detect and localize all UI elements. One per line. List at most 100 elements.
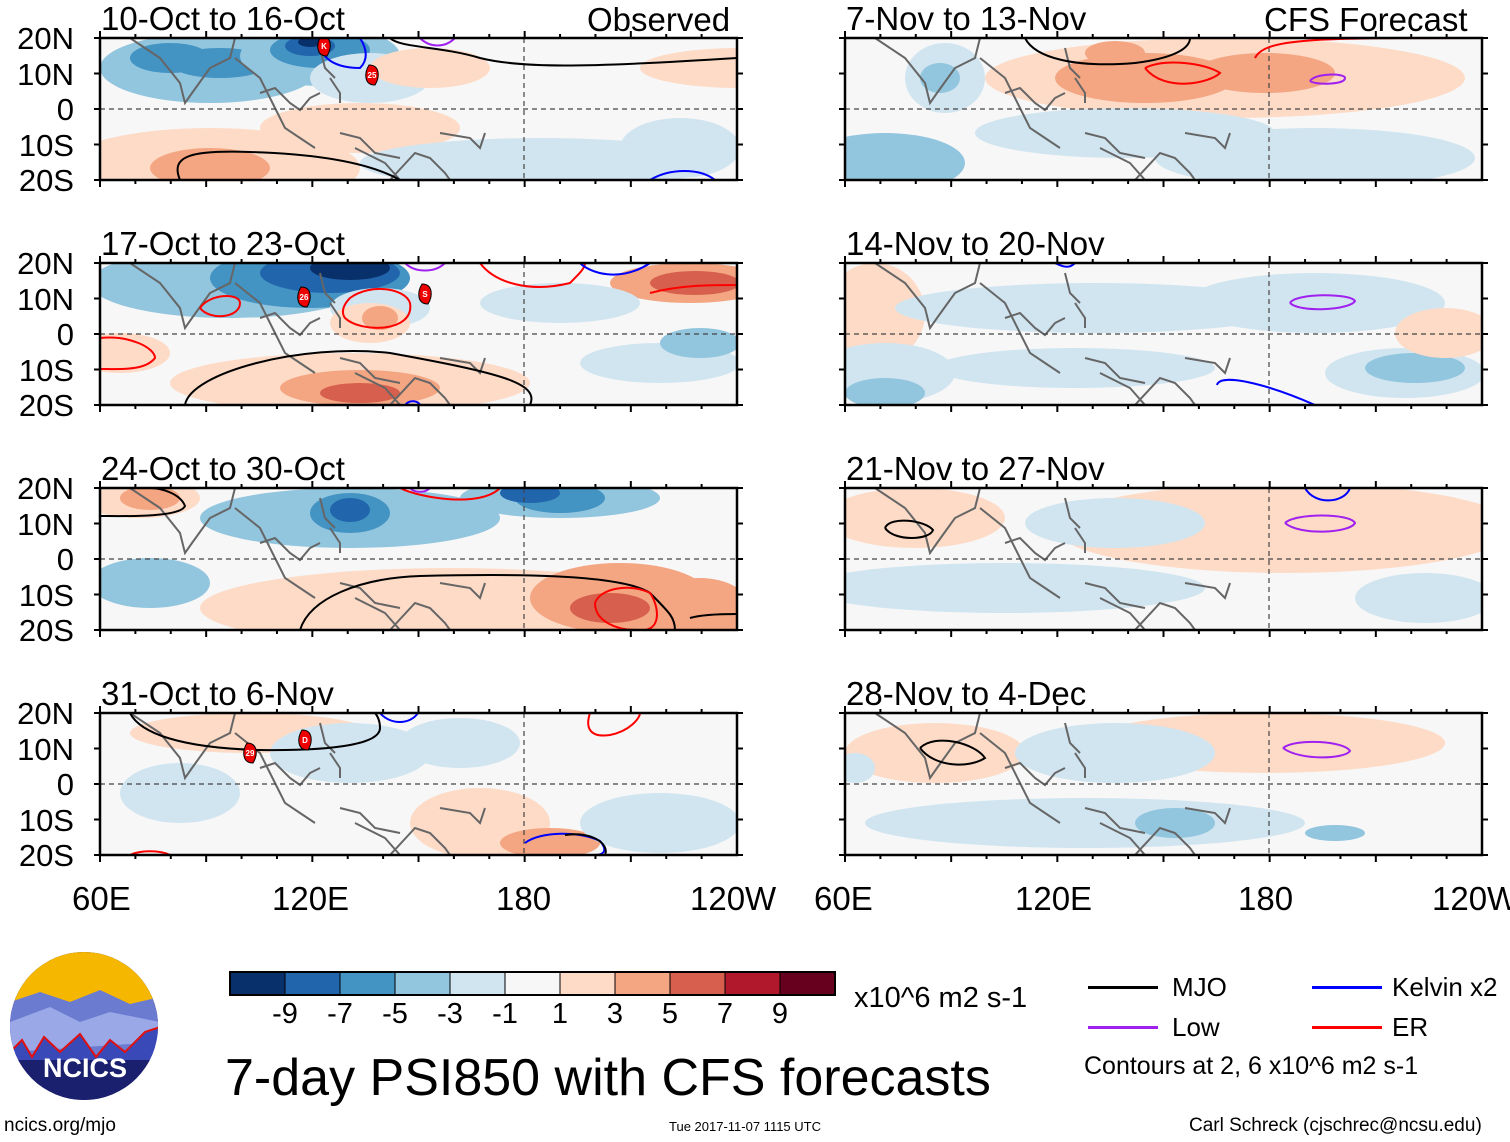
anomaly-shading [400,718,520,768]
anomaly-shading [865,798,1305,848]
contour-note: Contours at 2, 6 x10^6 m2 s-1 [1084,1052,1419,1080]
anomaly-shading [1195,53,1335,93]
legend-line-kelvin [1312,986,1382,989]
lat-label: 20S [18,838,74,873]
anomaly-shading [500,488,560,503]
tropical-cyclone-icon: 26 [297,286,311,308]
colorbar-swatch [339,971,396,996]
contour-line [100,336,157,371]
legend-label-mjo: MJO [1172,972,1227,1002]
lon-label: 120W [690,880,777,917]
contour-line [479,263,586,288]
contour-line [1289,294,1357,311]
contour-line [1216,378,1316,405]
colorbar-tick-label: -5 [382,998,408,1030]
colorbar: -9 -7 -5 -3 -1 1 3 5 7 9 [229,971,836,1030]
coastline [129,263,486,405]
anomaly-shading [480,283,640,323]
contour-line [419,38,456,47]
colorbar-swatch [614,971,671,996]
logo-text: NCICS [43,1053,127,1083]
contour-line [184,350,533,405]
panel-title: 17-Oct to 23-Oct [101,225,345,262]
colorbar-units: x10^6 m2 s-1 [854,982,1028,1014]
anomaly-shading [1015,723,1215,783]
figure-title: 7-day PSI850 with CFS forecasts [225,1049,991,1107]
anomaly-shading [298,38,322,47]
colorbar-swatch [559,971,616,996]
anomaly-shading [845,753,875,783]
map-panel [94,481,743,637]
colorbar-tick-label: 3 [607,998,623,1030]
map-panel [839,256,1488,412]
tropical-cyclone-icon: S [418,283,432,305]
contour-line [389,38,737,67]
anomaly-shading [1405,503,1482,553]
colorbar-tick-label: -3 [437,998,463,1030]
lat-label: 20N [17,21,74,56]
panel-title: 7-Nov to 13-Nov [846,0,1087,37]
contour-line [564,833,607,855]
map-panel: 26 S [94,256,743,412]
forecast-header: CFS Forecast [1264,1,1468,38]
legend-line-er [1312,1026,1382,1029]
lat-label: 10S [18,802,74,838]
colorbar-tick-label: -1 [492,998,518,1030]
footer-url[interactable]: ncics.org/mjo [4,1115,116,1136]
lat-label: 20S [18,613,74,648]
contour-line [884,519,935,539]
storm-label: K [321,42,327,51]
contour-line [399,488,501,501]
anomaly-shading [330,498,370,522]
lon-label: 180 [1238,880,1294,917]
panel-title: 21-Nov to 27-Nov [846,450,1105,487]
anomaly-shading [580,793,737,853]
storm-label: 29 [246,749,255,758]
lat-label: 10N [17,281,74,317]
anomaly-shading [150,148,270,180]
anomaly-shading [570,593,650,623]
colorbar-swatch [504,971,561,996]
contour-line [176,150,401,180]
anomaly-shading [1355,573,1482,623]
anomaly-shading [845,563,1205,613]
colorbar-swatch [229,971,286,996]
anomaly-shading [640,48,737,88]
contour-line [649,284,737,294]
anomaly-shading [845,378,925,405]
coastline [129,713,486,855]
anomaly-shading [320,383,400,403]
lat-label: 0 [56,542,74,577]
lat-label: 10N [17,56,74,92]
storm-label: D [302,736,308,745]
coastline [129,38,486,180]
anomaly-shading [845,488,1005,548]
panel-title: 31-Oct to 6-Nov [101,675,334,712]
contour-line [299,574,676,630]
footer-timestamp: Tue 2017-11-07 1115 UTC [669,1119,821,1134]
contour-line [1282,740,1352,759]
contour-line [341,287,412,329]
anomaly-shading [920,63,960,93]
anomaly-shading [975,108,1275,158]
contour-line [1144,61,1222,85]
anomaly-shading [1185,273,1445,333]
anomaly-shading [660,328,737,358]
contour-line [649,170,716,180]
coastline [874,713,1231,855]
anomaly-shading [260,103,460,153]
lat-label: 0 [56,317,74,352]
colorbar-tick-label: 5 [662,998,678,1030]
storm-label: 26 [300,293,309,302]
map-panel: 29 D [94,706,743,862]
anomaly-shading [120,763,240,823]
contour-line [404,263,446,272]
lat-label: 10S [18,577,74,613]
anomaly-shading [1085,41,1145,65]
lon-label: 120W [1432,880,1510,917]
contour-line [199,295,242,318]
lon-label: 60E [814,880,873,917]
lat-label: 10S [18,127,74,163]
lat-label: 0 [56,767,74,802]
anomaly-shading [650,271,737,295]
